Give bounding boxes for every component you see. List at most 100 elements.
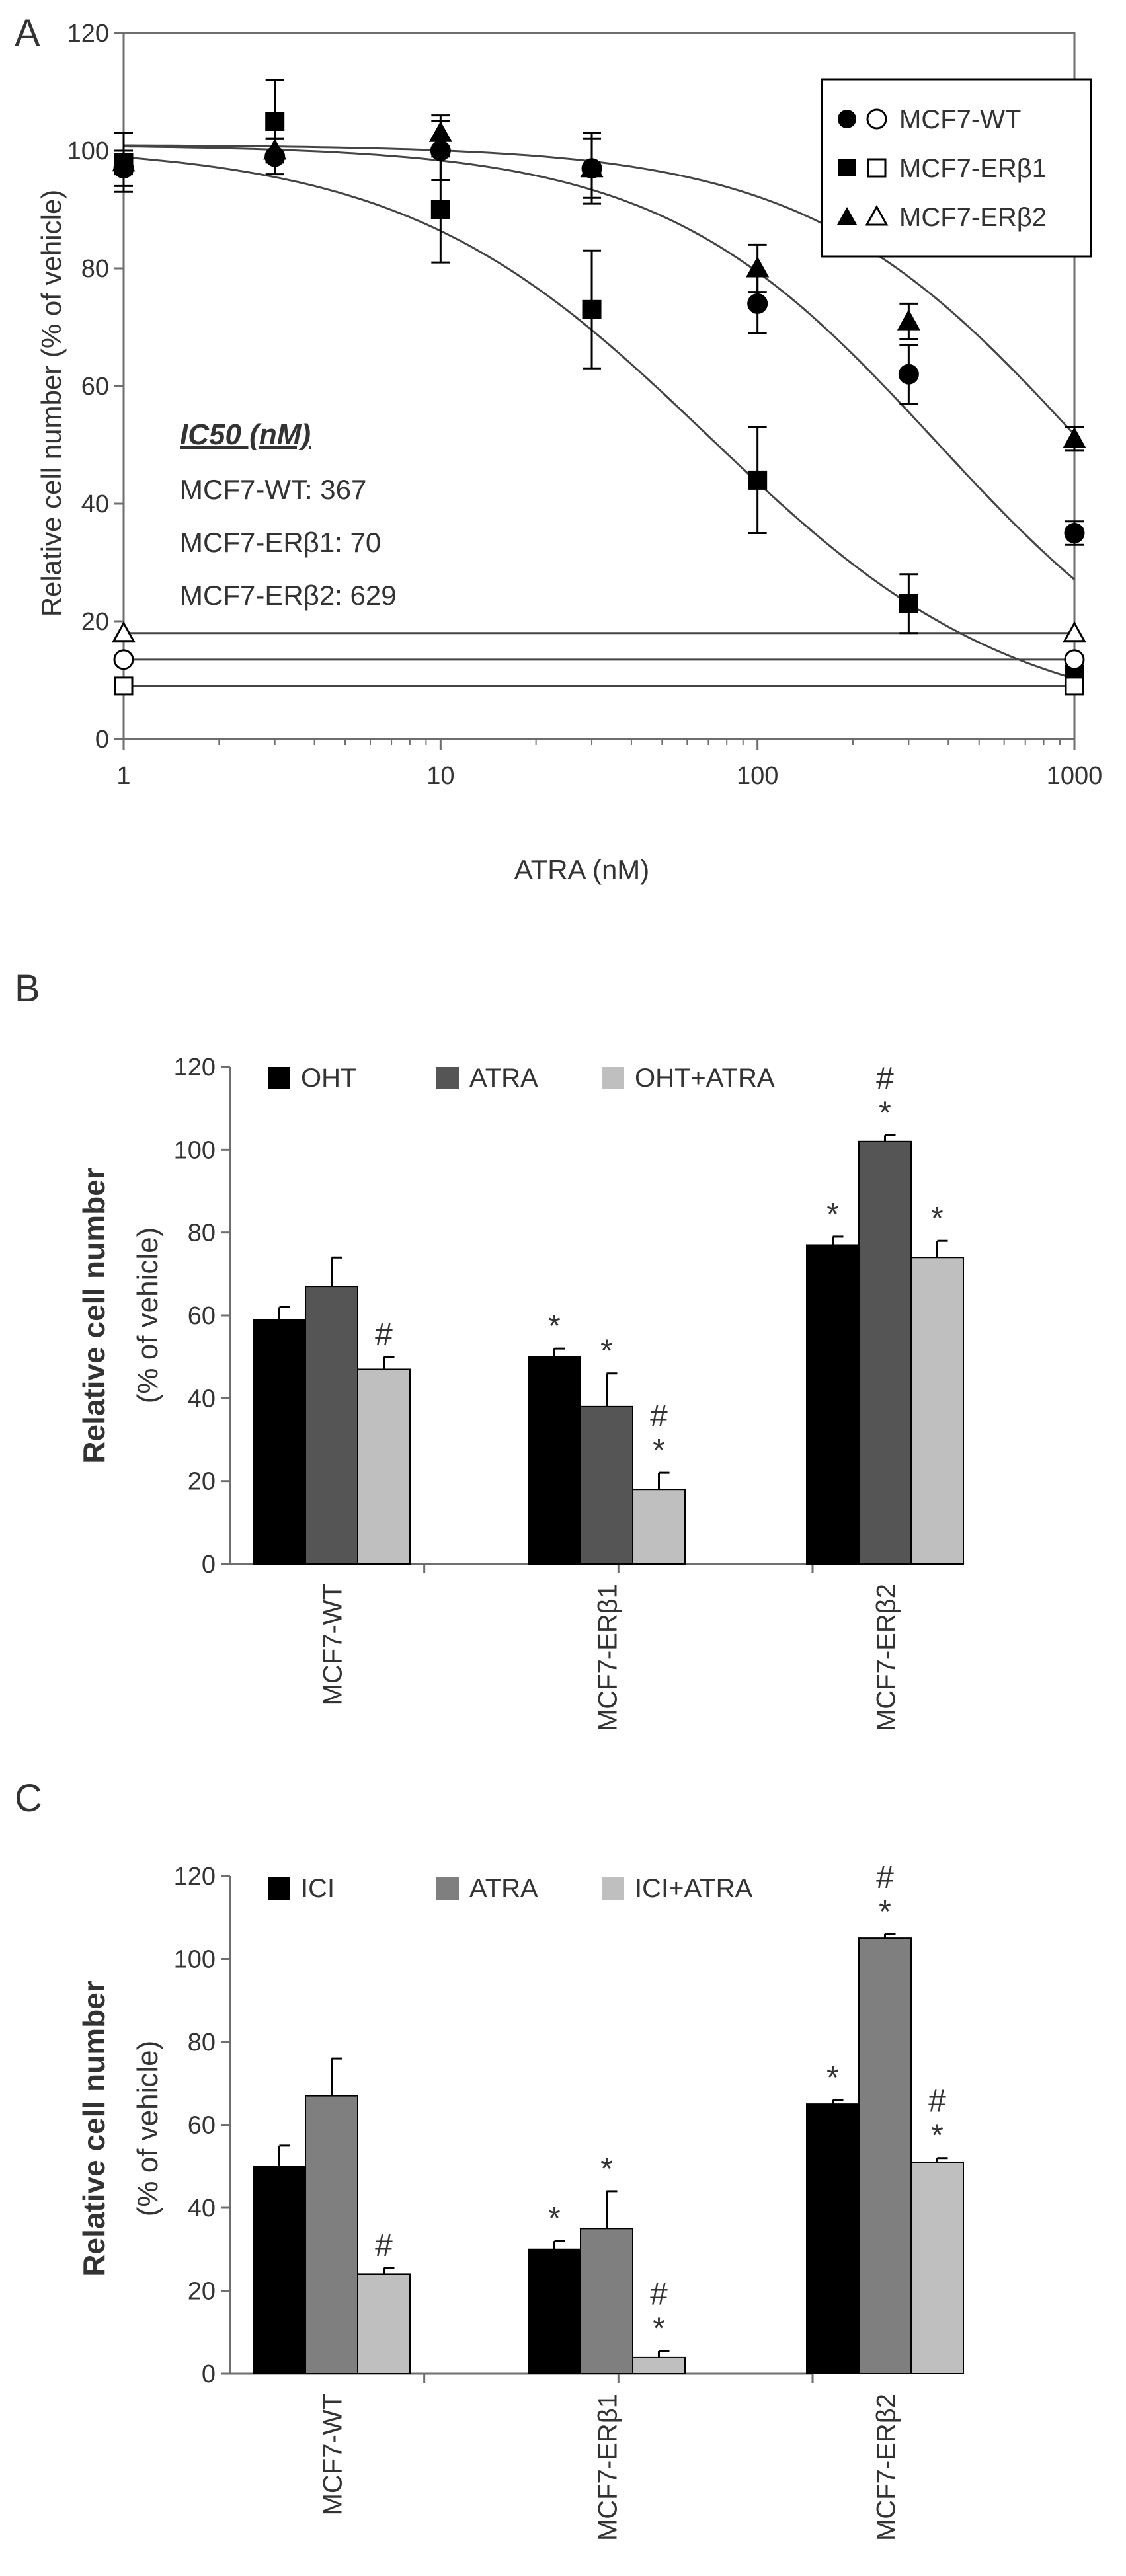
- panel-b-bar-atra-1: [580, 1405, 633, 1565]
- legend-label-ici: ICI: [301, 1874, 335, 1903]
- panel-c-bar-ici-2: [806, 2103, 860, 2374]
- panel-b-significance-asterisk: *: [879, 1095, 891, 1130]
- panel-c-category-label-2: MCF7-ERβ2: [872, 2394, 901, 2541]
- legend-label-atra: ATRA: [469, 1064, 538, 1093]
- legend-label-wt: MCF7-WT: [899, 105, 1021, 134]
- panel-a-label: A: [15, 12, 40, 55]
- panel-c-significance-hash: #: [876, 1860, 894, 1895]
- panel-b-bars: # ***#**#*: [253, 1061, 964, 1565]
- data-point-mcf7-wt-open-: [1064, 649, 1085, 670]
- ic50-heading: IC50 (nM): [180, 418, 311, 451]
- panel-c-bar-atra-2: [858, 1937, 912, 2374]
- x-tick-label-1: 1: [116, 762, 130, 790]
- legend-swatch-atra: [436, 1877, 459, 1900]
- legend-swatch-ici-atra: [602, 1877, 624, 1900]
- panel-c-y-tick-label-120: 120: [174, 1863, 216, 1891]
- panel-b-bar-atra-0: [305, 1286, 358, 1565]
- panel-a-legend: MCF7-WT MCF7-ERβ1 MCF7-ERβ2: [821, 78, 1092, 258]
- panel-c-y-tick-label-80: 80: [188, 2029, 216, 2056]
- data-point-mcf7-er-2: [897, 309, 920, 331]
- panel-c-significance-hash: #: [375, 2228, 393, 2263]
- panel-c-category-label-0: MCF7-WT: [319, 2394, 348, 2515]
- panel-c-axes: 0 20 40 60 80 100 120: [174, 1863, 814, 2388]
- panel-b-bar-oht-atra-0: [357, 1368, 411, 1565]
- legend-filled-triangle-icon: [837, 207, 857, 225]
- panel-b-y-tick-label-80: 80: [188, 1220, 216, 1247]
- panel-c-significance-asterisk: *: [931, 2119, 944, 2154]
- panel-b-significance-asterisk: *: [548, 1309, 561, 1344]
- panel-c-bar-ici-0: [253, 2166, 306, 2374]
- ic50-line-erb1: MCF7-ERβ1: 70: [180, 527, 381, 558]
- data-point-mcf7-wt: [898, 364, 919, 385]
- panel-c-significance-asterisk: *: [826, 2060, 839, 2095]
- panel-b-bar-oht-0: [253, 1319, 306, 1565]
- panel-b-category-label-1: MCF7-ERβ1: [594, 1584, 623, 1731]
- panel-b-significance-hash: #: [876, 1061, 894, 1096]
- panel-c-significance-hash: #: [650, 2277, 668, 2312]
- panel-b-bar-oht-atra-1: [632, 1489, 686, 1565]
- y-tick-label-0: 0: [95, 726, 109, 754]
- data-point-mcf7-er-2: [263, 138, 287, 160]
- panel-c-y-axis-subtitle: (% of vehicle): [132, 2041, 164, 2217]
- legend-open-square-icon: [867, 158, 887, 178]
- data-point-mcf7-er-2: [1063, 427, 1086, 448]
- panel-b-category-label-0: MCF7-WT: [319, 1584, 348, 1705]
- legend-label-oht: OHT: [301, 1064, 356, 1093]
- legend-swatch-atra: [436, 1067, 459, 1089]
- data-point-mcf7-wt-open-: [113, 649, 134, 670]
- legend-label-ici-atra: ICI+ATRA: [635, 1874, 753, 1903]
- data-point-mcf7-wt: [747, 293, 768, 314]
- panel-b-axes: 0 20 40 60 80 100 120: [174, 1054, 814, 1579]
- panel-b-significance-asterisk: *: [931, 1201, 944, 1236]
- panel-c-label: C: [15, 1777, 42, 1820]
- legend-label-atra: ATRA: [469, 1874, 538, 1903]
- panel-a-y-axis-title: Relative cell number (% of vehicle): [36, 190, 67, 617]
- panel-c-y-tick-label-20: 20: [188, 2278, 216, 2306]
- panel-c-bars: #***#**#*#: [253, 1860, 964, 2375]
- panel-c-bar-atra-1: [580, 2228, 633, 2374]
- x-tick-label-1000: 1000: [1047, 762, 1103, 790]
- panel-b-significance-asterisk: *: [826, 1197, 839, 1232]
- data-point-mcf7-er-2: [746, 256, 770, 278]
- panel-b-significance-hash: #: [650, 1399, 668, 1434]
- data-point-mcf7-er-2: [580, 156, 604, 178]
- panel-a-data-points: [112, 79, 1086, 696]
- data-point-mcf7-er-2-open-: [1063, 621, 1086, 643]
- panel-b-y-tick-label-20: 20: [188, 1468, 216, 1496]
- x-tick-label-10: 10: [426, 762, 454, 790]
- panel-c-bar-ici-atra-0: [357, 2273, 411, 2374]
- y-tick-label-20: 20: [81, 608, 109, 636]
- data-point-mcf7-wt: [1064, 523, 1085, 543]
- panel-b-category-labels: MCF7-WT MCF7-ERβ1 MCF7-ERβ2: [319, 1584, 901, 1731]
- panel-c-significance-asterisk: *: [548, 2201, 561, 2236]
- legend-filled-circle-icon: [838, 110, 856, 128]
- panel-c-bar-ici-atra-2: [910, 2161, 964, 2375]
- panel-b-y-tick-label-60: 60: [188, 1302, 216, 1330]
- y-tick-label-40: 40: [81, 490, 109, 518]
- panel-c-bar-atra-0: [305, 2095, 358, 2374]
- y-tick-label-60: 60: [81, 373, 109, 401]
- panel-b-bar-oht-atra-2: [910, 1257, 964, 1565]
- panel-c-y-tick-label-40: 40: [188, 2195, 216, 2222]
- data-point-mcf7-er-1: [582, 299, 602, 319]
- legend-swatch-oht-atra: [602, 1067, 624, 1089]
- panel-c-significance-asterisk: *: [879, 1894, 891, 1930]
- legend-label-erb1: MCF7-ERβ1: [899, 154, 1047, 183]
- panel-b-category-label-2: MCF7-ERβ2: [872, 1584, 901, 1731]
- panel-b-significance-hash: #: [375, 1317, 393, 1352]
- panel-c-y-tick-label-60: 60: [188, 2112, 216, 2140]
- panel-b-bar-atra-2: [858, 1140, 912, 1565]
- panel-b-y-axis-subtitle: (% of vehicle): [132, 1228, 164, 1404]
- panel-c-category-labels: MCF7-WT MCF7-ERβ1 MCF7-ERβ2: [319, 2394, 901, 2541]
- y-tick-label-80: 80: [81, 255, 109, 283]
- y-tick-label-100: 100: [67, 137, 109, 165]
- ic50-line-erb2: MCF7-ERβ2: 629: [180, 580, 397, 611]
- legend-swatch-ici: [268, 1877, 290, 1900]
- data-point-mcf7-er-1: [748, 470, 768, 490]
- legend-box: [821, 78, 1092, 258]
